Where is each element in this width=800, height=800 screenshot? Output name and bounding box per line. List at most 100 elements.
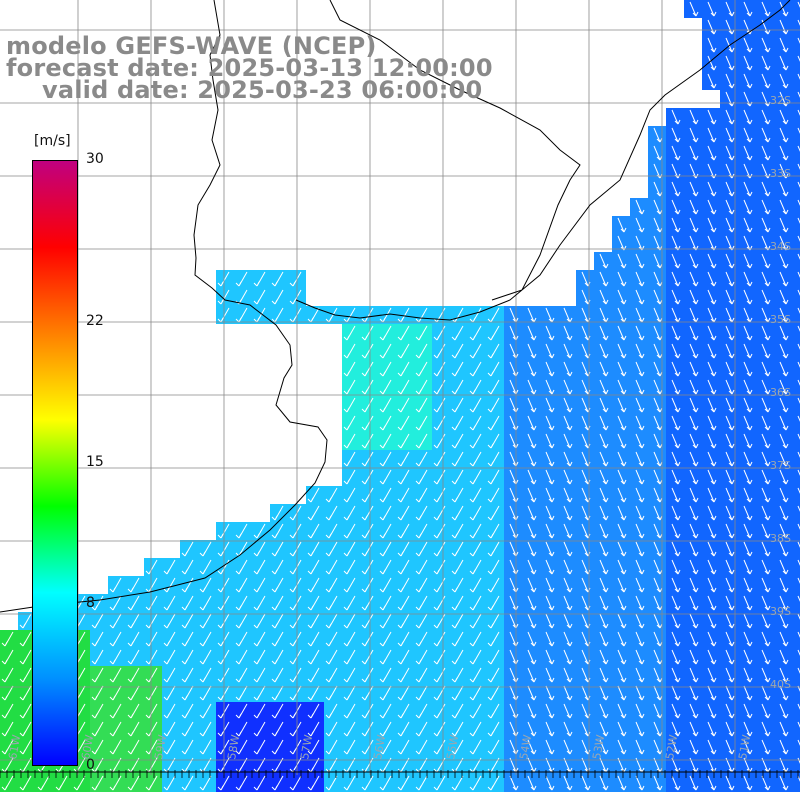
wind-arrow — [109, 595, 122, 611]
wind-arrow — [271, 775, 284, 791]
wind-speed-cell — [792, 90, 800, 108]
wind-arrow — [761, 361, 771, 377]
wind-arrow — [343, 361, 356, 377]
wind-arrow — [707, 397, 717, 413]
wind-arrow — [707, 667, 717, 683]
wind-arrow — [253, 271, 266, 287]
wind-arrow — [599, 271, 609, 287]
wind-arrow — [163, 595, 176, 611]
wind-arrow — [617, 649, 627, 665]
wind-arrow — [361, 415, 374, 431]
wind-arrow — [379, 667, 392, 683]
wind-speed-cell — [792, 396, 800, 414]
wind-arrow — [91, 721, 104, 737]
wind-arrow — [343, 703, 356, 719]
wind-arrow — [527, 703, 537, 719]
wind-arrow — [545, 667, 555, 683]
wind-arrow — [671, 325, 681, 341]
wind-arrow — [599, 487, 609, 503]
wind-arrow — [671, 523, 681, 539]
wind-arrow — [599, 325, 609, 341]
wind-arrow — [415, 397, 428, 413]
wind-arrow — [617, 487, 627, 503]
wind-arrow — [527, 523, 537, 539]
wind-arrow — [617, 577, 627, 593]
wind-arrow — [433, 613, 446, 629]
wind-arrow — [217, 541, 230, 557]
wind-arrow — [235, 667, 248, 683]
wind-arrow — [433, 703, 446, 719]
wind-arrow — [797, 73, 800, 80]
wind-arrow — [379, 307, 392, 323]
wind-arrow — [181, 595, 194, 611]
wind-arrow — [563, 577, 573, 593]
wind-arrow — [469, 505, 482, 521]
wind-arrow — [743, 379, 753, 395]
wind-arrow — [671, 595, 681, 611]
wind-arrow — [725, 703, 735, 719]
wind-arrow — [469, 703, 482, 719]
wind-arrow — [1, 631, 14, 647]
wind-arrow — [689, 649, 699, 665]
wind-arrow — [545, 703, 555, 719]
wind-arrow — [271, 649, 284, 665]
wind-arrow — [433, 577, 446, 593]
wind-arrow — [761, 523, 771, 539]
wind-arrow — [469, 775, 482, 791]
wind-arrow — [779, 127, 789, 143]
wind-arrow — [469, 595, 482, 611]
wind-arrow — [743, 217, 753, 233]
wind-arrow — [181, 721, 194, 737]
wind-arrow — [415, 523, 428, 539]
wind-arrow — [487, 775, 500, 791]
wind-arrow — [761, 397, 771, 413]
wind-arrow — [671, 577, 681, 593]
wind-arrow — [379, 397, 392, 413]
wind-arrow — [325, 559, 338, 575]
wind-arrow — [199, 541, 212, 557]
wind-arrow — [109, 775, 122, 791]
wind-arrow — [163, 613, 176, 629]
wind-arrow — [469, 739, 482, 755]
wind-arrow — [761, 703, 771, 719]
wind-speed-cell — [792, 684, 800, 702]
graticule: 32S 33S 34S 35S 36S 37S 38S 39S 40S 61W 60W 59W 58W 5… — [0, 0, 800, 778]
wind-arrow — [671, 469, 681, 485]
wind-arrow — [379, 649, 392, 665]
wind-arrow — [253, 739, 266, 755]
wind-arrow — [433, 541, 446, 557]
colorbar-tick-label: 8 — [86, 595, 95, 612]
wind-arrow — [599, 559, 609, 575]
wind-arrow — [689, 415, 699, 431]
wind-arrow — [779, 433, 789, 449]
wind-arrow — [617, 451, 627, 467]
wind-arrow — [415, 433, 428, 449]
wind-arrow — [55, 775, 68, 791]
wind-arrow — [563, 739, 573, 755]
wind-arrow — [563, 685, 573, 701]
wind-arrow — [707, 775, 717, 791]
wind-arrow — [599, 253, 609, 269]
wind-arrow — [271, 541, 284, 557]
wind-arrow — [343, 415, 356, 431]
wind-arrow — [797, 487, 800, 494]
wind-arrow — [19, 649, 32, 665]
wind-arrow — [779, 667, 789, 683]
wind-arrow — [545, 397, 555, 413]
wind-speed-cell — [792, 126, 800, 144]
wind-arrow — [379, 325, 392, 341]
wind-arrow — [725, 73, 735, 89]
wind-arrow — [725, 559, 735, 575]
wind-arrow — [235, 577, 248, 593]
wind-arrow — [671, 631, 681, 647]
wind-arrow — [527, 649, 537, 665]
wind-arrow — [527, 433, 537, 449]
wind-arrow — [563, 595, 573, 611]
wind-arrow — [1, 667, 14, 683]
wind-arrow — [545, 595, 555, 611]
wind-arrow — [599, 649, 609, 665]
wind-arrow — [635, 487, 645, 503]
wind-arrow — [163, 667, 176, 683]
wind-arrow — [527, 595, 537, 611]
